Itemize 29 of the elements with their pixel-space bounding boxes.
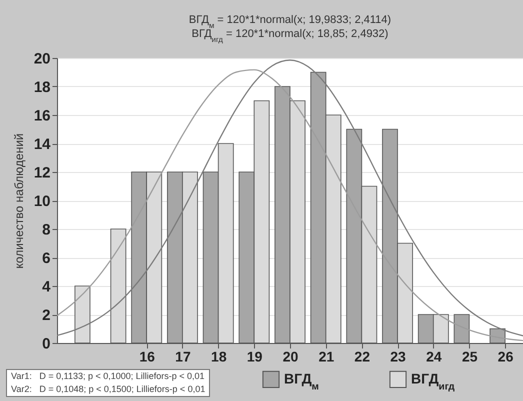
chart-subtitle: ВГД$_{игд}$ = 120*1*normal(x; 18,85; 2,4932) [192,28,388,44]
x-tick-label: 16 [139,348,156,364]
x-tick-label: 19 [246,348,263,364]
x-tick-label: 26 [498,348,514,364]
y-tick-label: 4 [42,278,52,296]
x-tick-label: 18 [211,348,227,364]
y-tick-label: 8 [42,222,50,238]
x-tick-label: 21 [318,348,334,364]
y-tick-label: 16 [34,108,50,124]
legend-label: ВГД$_{игд}$ [411,370,456,392]
x-tick-label: 25 [462,348,478,364]
x-tick-label: 22 [354,348,370,364]
y-tick-label: 14 [34,136,52,153]
x-tick-label: 23 [390,348,406,364]
y-tick-label: 0 [42,336,50,352]
text: Var1: D = 0,1133; p < 0,1000; Lilliefors-p < 0,01 [11,371,205,381]
chart-title: ВГД$_{м}$ = 120*1*normal(x; 19,9833; 2,4114) [188,14,392,30]
x-tick-label: 24 [426,348,442,364]
y-tick-label: 20 [34,50,50,68]
y-tick-label: 12 [34,164,50,182]
y-tick-label: 2 [42,307,50,324]
text: Var2: D = 0,1048; p < 0,1500; Lilliefors-p < 0,01 [11,384,206,394]
y-tick-label: 10 [34,193,50,210]
y-axis-title: количество наблюдений [12,133,26,269]
legend-label: ВГД$_{м}$ [284,370,319,392]
x-tick-label: 20 [282,348,298,364]
y-tick-label: 18 [34,79,50,96]
y-tick-label: 6 [42,250,50,267]
x-tick-label: 17 [175,348,191,364]
